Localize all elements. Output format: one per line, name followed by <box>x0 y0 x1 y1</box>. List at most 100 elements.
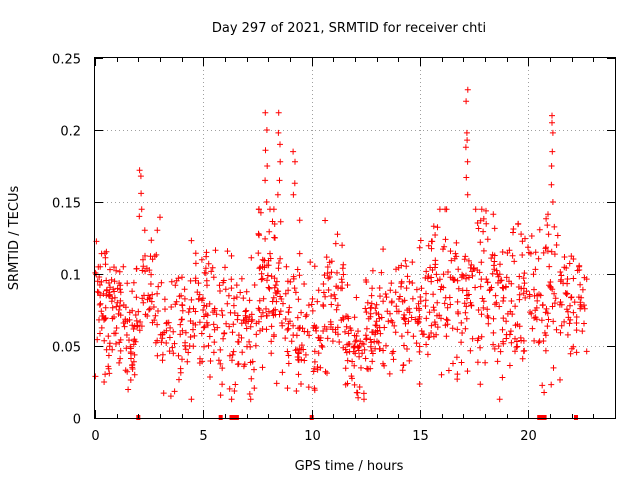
data-point <box>116 303 123 309</box>
data-point <box>458 319 465 326</box>
data-point <box>369 267 376 274</box>
data-point <box>356 384 363 390</box>
data-point <box>536 226 543 233</box>
data-point <box>577 305 584 312</box>
data-point <box>469 335 476 342</box>
data-point <box>216 282 223 289</box>
data-point <box>440 246 446 253</box>
data-point <box>311 358 318 365</box>
data-point <box>298 356 305 363</box>
data-point <box>517 334 524 341</box>
data-point <box>401 297 408 304</box>
data-point <box>573 327 580 334</box>
data-point <box>265 257 272 264</box>
data-point <box>380 246 387 253</box>
data-point <box>130 341 137 348</box>
data-point <box>512 303 519 310</box>
data-point <box>531 286 537 293</box>
data-point <box>285 352 292 359</box>
x-tick-label: 5 <box>199 429 207 444</box>
data-point <box>376 346 383 352</box>
data-point <box>355 394 362 401</box>
data-point <box>500 338 506 345</box>
data-point <box>566 320 573 327</box>
data-point <box>426 309 433 316</box>
data-point <box>201 323 208 330</box>
data-point <box>339 242 346 249</box>
data-point <box>521 280 528 287</box>
data-point <box>141 227 148 234</box>
data-point <box>441 300 448 307</box>
data-point <box>282 290 289 297</box>
data-point <box>272 282 279 289</box>
data-point <box>418 328 425 334</box>
data-point <box>447 248 454 255</box>
data-point <box>288 338 295 345</box>
data-point <box>549 303 556 310</box>
data-point <box>583 348 590 355</box>
x-tick-label: 10 <box>304 429 321 444</box>
y-tick-label: 0.1 <box>60 269 81 284</box>
data-point <box>234 338 241 345</box>
data-point <box>301 281 308 287</box>
data-point <box>215 357 222 364</box>
data-point <box>507 328 514 335</box>
data-point <box>247 323 254 330</box>
data-point <box>503 318 510 325</box>
data-point <box>292 158 298 165</box>
data-point <box>179 274 185 281</box>
data-point <box>198 330 205 337</box>
data-point <box>262 235 269 242</box>
data-point <box>282 316 289 322</box>
data-point <box>486 287 493 294</box>
data-point <box>125 386 132 393</box>
data-point <box>275 260 282 266</box>
data-point <box>369 350 376 357</box>
data-point <box>449 325 456 332</box>
data-point <box>380 360 386 367</box>
data-point <box>448 257 455 264</box>
data-point <box>462 144 469 151</box>
data-point <box>285 309 292 315</box>
data-point <box>338 276 345 283</box>
data-point <box>270 312 277 319</box>
data-point <box>290 322 297 329</box>
data-point <box>543 244 549 251</box>
data-point <box>459 330 466 336</box>
data-point <box>229 357 235 364</box>
data-point <box>274 191 281 198</box>
data-point <box>357 338 364 345</box>
data-point <box>349 358 356 365</box>
data-point <box>179 356 185 363</box>
data-point <box>414 320 421 327</box>
data-point <box>492 292 499 299</box>
data-point <box>111 288 118 295</box>
data-point <box>557 269 564 275</box>
data-point <box>262 177 269 184</box>
data-point <box>451 255 458 262</box>
data-point <box>255 231 262 238</box>
data-point <box>107 284 113 291</box>
data-point <box>181 295 188 302</box>
data-point <box>133 294 140 301</box>
data-point <box>490 315 497 322</box>
data-point <box>329 338 336 345</box>
data-point <box>247 396 254 403</box>
data-point <box>432 232 439 238</box>
data-point <box>234 361 241 368</box>
data-point <box>248 375 255 382</box>
y-tick-label: 0.25 <box>52 53 81 68</box>
data-point <box>105 363 112 370</box>
data-point <box>226 352 233 359</box>
data-point <box>252 342 259 349</box>
data-point <box>438 371 445 378</box>
data-point <box>424 351 431 358</box>
data-point <box>423 315 430 322</box>
data-point <box>434 299 441 306</box>
data-point <box>428 278 435 285</box>
data-point <box>516 296 523 303</box>
data-point <box>463 303 470 310</box>
data-point <box>374 338 380 345</box>
data-point <box>332 240 339 247</box>
data-point <box>367 310 374 317</box>
